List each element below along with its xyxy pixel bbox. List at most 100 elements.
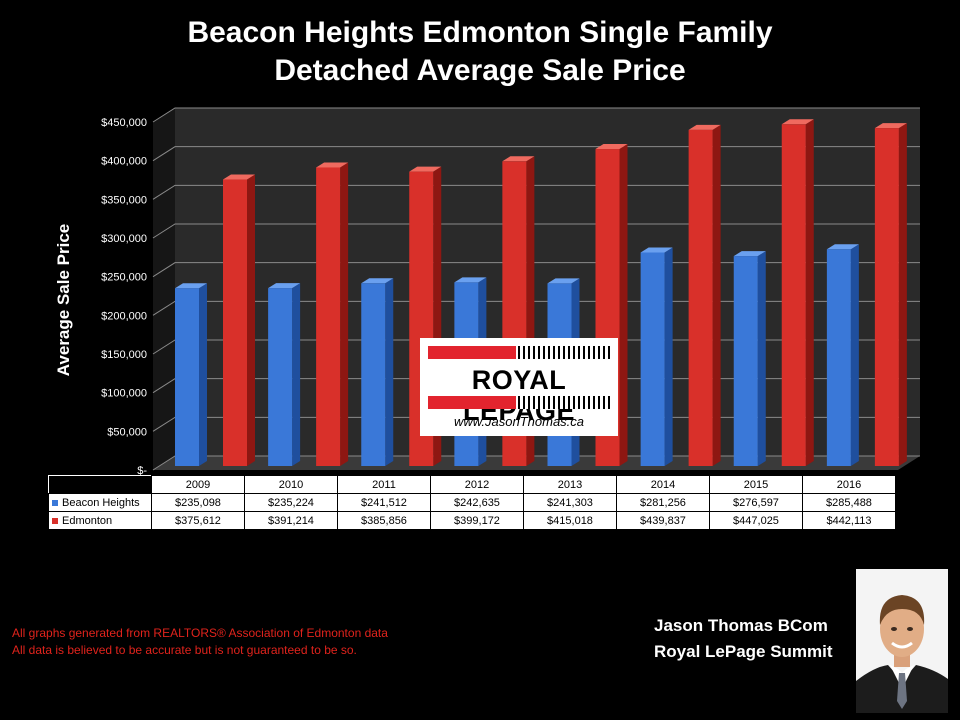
bar: [874, 128, 899, 466]
bar-side: [757, 251, 766, 466]
data-label: $235,098: [151, 493, 245, 512]
logo-url: www.JasonThomas.ca: [453, 414, 585, 429]
bar-top: [733, 251, 766, 257]
chart-side-wall: [153, 108, 175, 470]
legend-entry-beacon-heights: Beacon Heights: [48, 493, 152, 512]
logo-red-bar: [428, 396, 516, 409]
royal-lepage-logo: ROYAL LEPAGE www.JasonThomas.ca: [420, 338, 618, 436]
bar-side: [898, 123, 907, 467]
bar-top: [223, 174, 255, 180]
category-label: 2013: [523, 475, 617, 494]
legend-label: Beacon Heights: [62, 496, 140, 509]
data-table-row: Edmonton $375,612 $391,214 $385,856 $399…: [48, 511, 896, 530]
data-label: $442,113: [802, 511, 896, 530]
data-label: $375,612: [151, 511, 245, 530]
bar-side: [199, 283, 207, 466]
agent-info: Jason Thomas BCom Royal LePage Summit: [654, 613, 833, 665]
bar-top: [268, 283, 301, 289]
agent-portrait-icon: [856, 569, 948, 713]
legend-label: Edmonton: [62, 514, 113, 527]
bar-top: [874, 123, 907, 129]
category-label: 2016: [802, 475, 896, 494]
agent-name: Jason Thomas BCom: [654, 616, 828, 635]
bar-top: [454, 277, 487, 283]
category-label: 2011: [337, 475, 431, 494]
disclaimer-line-2: All data is believed to be accurate but …: [12, 643, 357, 657]
y-tick-label: $50,000: [107, 426, 147, 438]
bar-top: [826, 244, 859, 250]
data-label: $399,172: [430, 511, 524, 530]
bar: [175, 288, 199, 466]
bar-side: [805, 119, 814, 467]
bar-side: [385, 278, 394, 466]
disclaimer-line-1: All graphs generated from REALTORS® Asso…: [12, 626, 388, 640]
bar: [268, 288, 293, 466]
legend-swatch-icon: [52, 517, 58, 524]
data-label: $439,837: [616, 511, 710, 530]
y-tick-label: $150,000: [101, 349, 147, 361]
data-label: $391,214: [244, 511, 338, 530]
data-label: $276,597: [709, 493, 803, 512]
title-line-1: Beacon Heights Edmonton Single Family: [187, 16, 773, 49]
bar-top: [361, 278, 394, 284]
data-label: $242,635: [430, 493, 524, 512]
bar: [640, 252, 665, 466]
title-line-2: Detached Average Sale Price: [274, 54, 686, 87]
logo-red-bar: [428, 346, 516, 359]
chart-title: Beacon Heights Edmonton Single Family De…: [0, 14, 960, 90]
bar: [688, 129, 713, 467]
data-table-corner: [48, 475, 152, 494]
agent-company: Royal LePage Summit: [654, 642, 833, 661]
data-label: $385,856: [337, 511, 431, 530]
y-tick-label: $100,000: [101, 388, 147, 400]
bar-top: [502, 156, 535, 162]
legend-entry-edmonton: Edmonton: [48, 511, 152, 530]
y-tick-label: $350,000: [101, 194, 147, 206]
bar-side: [619, 144, 628, 467]
y-tick-label: $300,000: [101, 233, 147, 245]
data-label: $447,025: [709, 511, 803, 530]
bar-side: [292, 283, 301, 466]
y-axis-label: Average Sale Price: [54, 223, 73, 377]
category-label: 2015: [709, 475, 803, 494]
data-label: $235,224: [244, 493, 338, 512]
category-label: 2012: [430, 475, 524, 494]
bar-side: [712, 124, 721, 467]
bar-side: [664, 247, 673, 466]
data-table-row: Beacon Heights $235,098 $235,224 $241,51…: [48, 493, 896, 512]
y-tick-label: $200,000: [101, 310, 147, 322]
bar: [361, 283, 386, 466]
bar: [223, 179, 247, 466]
legend-swatch-icon: [52, 499, 58, 506]
bar-top: [640, 247, 673, 253]
bar-side: [340, 162, 349, 466]
data-label: $415,018: [523, 511, 617, 530]
bar: [733, 256, 758, 466]
bar-top: [316, 162, 349, 168]
bar: [826, 249, 851, 466]
gridline: [152, 107, 920, 123]
logo-barcode: [518, 396, 610, 409]
category-label: 2010: [244, 475, 338, 494]
data-label: $241,512: [337, 493, 431, 512]
bar-top: [547, 278, 580, 284]
y-tick-label: $250,000: [101, 272, 147, 284]
category-label: 2014: [616, 475, 710, 494]
y-tick-label: $400,000: [101, 156, 147, 168]
y-tick-label: $-: [137, 465, 147, 477]
data-label: $285,488: [802, 493, 896, 512]
disclaimer: All graphs generated from REALTORS® Asso…: [12, 625, 388, 659]
gridline: [152, 223, 920, 239]
data-table: 2009 2010 2011 2012 2013 2014 2015 2016 …: [48, 475, 896, 530]
category-label: 2009: [151, 475, 245, 494]
bar-top: [781, 119, 814, 125]
logo-barcode: [518, 346, 610, 359]
gridline: [152, 184, 920, 200]
bar-side: [850, 244, 859, 466]
data-label: $281,256: [616, 493, 710, 512]
bar-top: [688, 124, 721, 130]
agent-photo: [856, 569, 948, 713]
bar-top: [175, 283, 207, 289]
bar: [316, 167, 341, 466]
